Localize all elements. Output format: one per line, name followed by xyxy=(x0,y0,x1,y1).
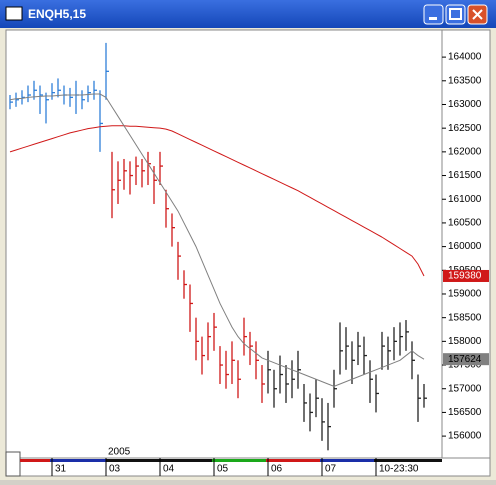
y-tick-label: 158000 xyxy=(448,336,482,347)
y-tick-label: 159000 xyxy=(448,289,482,300)
window-title: ENQH5,15 xyxy=(28,7,86,21)
session-segment xyxy=(266,459,320,462)
app-icon xyxy=(5,6,23,21)
y-tick-label: 158500 xyxy=(448,312,482,323)
x-tick-label: 04 xyxy=(163,464,175,475)
moving-average xyxy=(9,125,425,277)
moving-average xyxy=(9,93,425,387)
window-buttons[interactable] xyxy=(423,4,488,25)
title-bar xyxy=(0,0,496,28)
y-tick-label: 156000 xyxy=(448,431,482,442)
minimize-icon xyxy=(429,17,437,20)
close-icon xyxy=(472,9,483,20)
y-tick-label: 161000 xyxy=(448,194,482,205)
maximize-button[interactable] xyxy=(445,4,466,25)
y-tick-label: 157000 xyxy=(448,383,482,394)
y-tick-label: 162500 xyxy=(448,123,482,134)
y-tick-label: 162000 xyxy=(448,146,482,157)
x-tick-label: 31 xyxy=(55,464,67,475)
maximize-icon xyxy=(449,8,462,20)
session-strip xyxy=(20,459,442,462)
y-tick-label: 163500 xyxy=(448,75,482,86)
x-tick-label: 10-23:30 xyxy=(379,464,419,475)
x-tick-label: 06 xyxy=(271,464,283,475)
price-tag xyxy=(443,269,489,282)
y-tick-label: 157500 xyxy=(448,360,482,371)
y-tick-label: 164000 xyxy=(448,52,482,63)
x-tick-label: 03 xyxy=(109,464,121,475)
y-tick-label: 160500 xyxy=(448,218,482,229)
minimize-button[interactable] xyxy=(423,4,444,25)
session-segment xyxy=(320,459,374,462)
y-tick-label: 161500 xyxy=(448,170,482,181)
x-tick-label: 05 xyxy=(217,464,229,475)
year-label: 2005 xyxy=(108,447,131,458)
y-tick-label: 156500 xyxy=(448,407,482,418)
session-segment xyxy=(374,459,442,462)
x-tick-label: 07 xyxy=(325,464,337,475)
y-tick-label: 163000 xyxy=(448,99,482,110)
session-segment xyxy=(50,459,106,462)
y-tick-label: 160000 xyxy=(448,241,482,252)
scroll-box[interactable] xyxy=(5,451,21,477)
price-tag-label: 157624 xyxy=(448,354,482,365)
price-tag-label: 159380 xyxy=(448,271,482,282)
session-segment xyxy=(20,459,50,462)
plot-area xyxy=(5,29,443,459)
price-axis xyxy=(441,29,491,459)
price-tag xyxy=(443,353,489,366)
session-segment xyxy=(212,459,266,462)
session-segment xyxy=(106,459,212,462)
